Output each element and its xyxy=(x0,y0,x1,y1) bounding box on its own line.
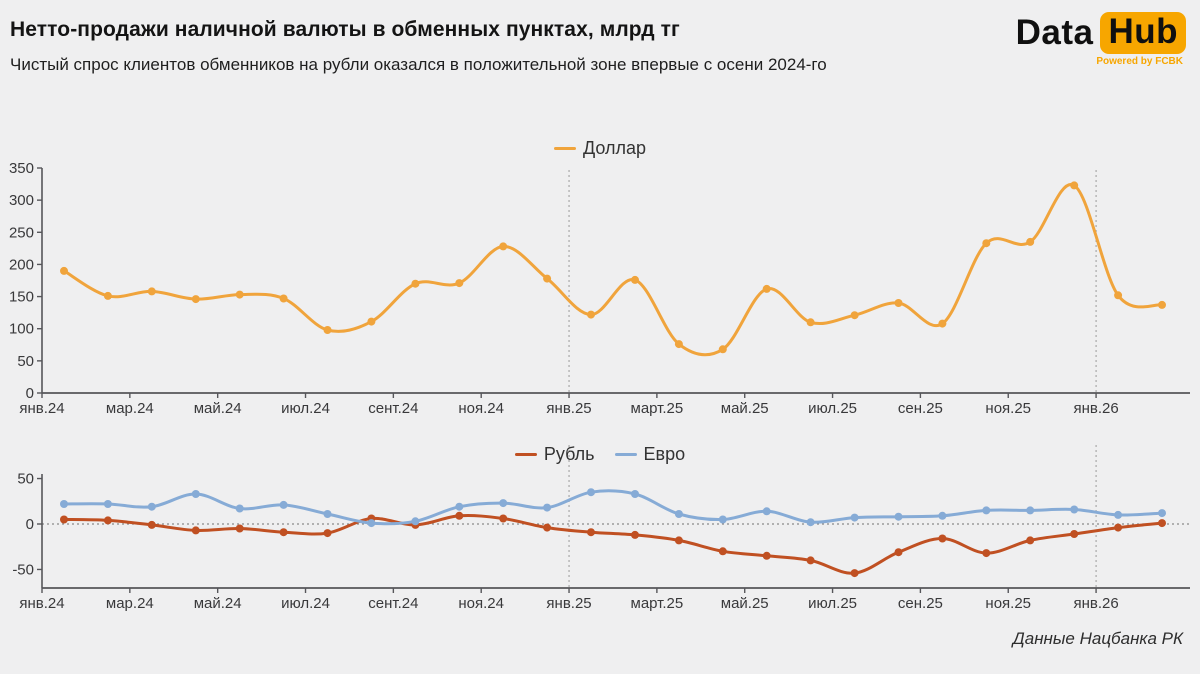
svg-text:март.25: март.25 xyxy=(631,595,684,612)
svg-text:май.25: май.25 xyxy=(721,400,769,417)
svg-text:янв.26: янв.26 xyxy=(1073,400,1118,417)
page-subtitle: Чистый спрос клиентов обменников на рубл… xyxy=(10,55,827,74)
svg-text:350: 350 xyxy=(9,160,34,177)
svg-text:сен.25: сен.25 xyxy=(898,400,943,417)
svg-text:янв.24: янв.24 xyxy=(19,595,64,612)
svg-text:50: 50 xyxy=(17,353,34,370)
svg-text:май.25: май.25 xyxy=(721,595,769,612)
svg-text:ноя.25: ноя.25 xyxy=(985,595,1031,612)
page-title: Нетто-продажи наличной валюты в обменных… xyxy=(10,18,680,41)
ruble-euro-line-chart: 50 0 -50 янв.24 мар.24 май.24 июл.24 сент.24 ноя… xyxy=(12,445,1190,612)
logo-wordmark: Data Hub xyxy=(1016,12,1186,54)
dollar-line-chart: 0 50 100 150 200 250 300 350 янв.24 мар.24 май.24 и… xyxy=(9,160,1190,417)
svg-text:0: 0 xyxy=(26,385,34,402)
dollar-legend-label: Доллар xyxy=(582,138,647,158)
svg-text:май.24: май.24 xyxy=(194,595,242,612)
svg-text:март.25: март.25 xyxy=(631,400,684,417)
svg-text:сен.25: сен.25 xyxy=(898,595,943,612)
svg-text:50: 50 xyxy=(17,471,34,488)
svg-text:сент.24: сент.24 xyxy=(368,595,418,612)
logo-text-data: Data xyxy=(1015,13,1094,52)
svg-text:200: 200 xyxy=(9,256,34,273)
svg-text:май.24: май.24 xyxy=(194,400,242,417)
source-note: Данные Нацбанка РК xyxy=(1012,629,1183,648)
svg-text:150: 150 xyxy=(9,289,34,306)
dollar-chart-legend: Доллар xyxy=(0,138,1200,159)
svg-text:июл.25: июл.25 xyxy=(808,595,857,612)
svg-text:янв.26: янв.26 xyxy=(1073,595,1118,612)
svg-text:-50: -50 xyxy=(12,561,34,578)
svg-text:ноя.24: ноя.24 xyxy=(458,400,504,417)
dollar-legend-dash-icon xyxy=(553,147,576,150)
svg-text:янв.24: янв.24 xyxy=(19,400,64,417)
svg-text:ноя.24: ноя.24 xyxy=(458,595,504,612)
svg-text:300: 300 xyxy=(9,192,34,209)
svg-text:июл.24: июл.24 xyxy=(281,400,330,417)
svg-text:ноя.25: ноя.25 xyxy=(985,400,1031,417)
svg-text:янв.25: янв.25 xyxy=(546,400,591,417)
svg-text:июл.24: июл.24 xyxy=(281,595,330,612)
svg-text:100: 100 xyxy=(9,321,34,338)
logo-text-hub: Hub xyxy=(1100,12,1186,54)
svg-text:июл.25: июл.25 xyxy=(808,400,857,417)
svg-text:250: 250 xyxy=(9,224,34,241)
logo-tagline: Powered by FCBK xyxy=(1096,56,1183,67)
svg-text:янв.25: янв.25 xyxy=(546,595,591,612)
svg-text:0: 0 xyxy=(26,516,34,533)
svg-text:мар.24: мар.24 xyxy=(106,595,154,612)
svg-text:сент.24: сент.24 xyxy=(368,400,418,417)
datahub-logo: Data Hub Powered by FCBK xyxy=(1016,12,1186,67)
legend-item-dollar: Доллар xyxy=(553,138,647,159)
svg-text:мар.24: мар.24 xyxy=(106,400,154,417)
